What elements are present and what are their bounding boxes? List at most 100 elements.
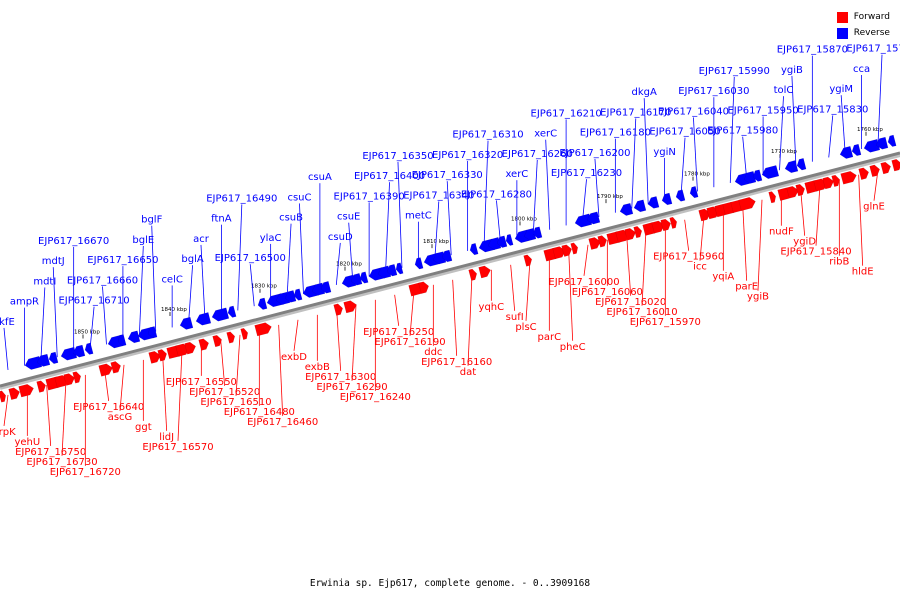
forward-gene-label: EJP617_16010 [606,307,677,318]
reverse-gene-label: mdtI [33,276,56,287]
reverse-label-leader [52,267,58,358]
reverse-gene-label: csuE [337,212,360,223]
reverse-gene-label: celC [161,274,182,285]
forward-gene-label: nudF [769,227,794,238]
forward-gene-arrow-115 [831,174,841,188]
reverse-gene-label: EJP617_16260 [502,149,573,160]
forward-gene-label: dat [460,367,476,378]
forward-gene-arrow-80 [254,322,272,337]
reverse-gene-label: mdtJ [42,256,65,267]
reverse-gene-arrow-40 [523,227,537,241]
reverse-label-leader [299,203,304,294]
reverse-gene-arrow-3 [60,346,78,361]
legend-reverse: Reverse [836,25,890,41]
reverse-label-leader [138,245,144,336]
reverse-label-leader [3,327,9,370]
reverse-gene-label: EJP617_15760 [846,44,900,55]
reverse-gene-label: EJP617_15980 [707,126,778,137]
forward-label-leader [235,334,241,396]
forward-label-leader [61,379,67,456]
forward-gene-arrow-85 [468,268,478,281]
reverse-gene-arrow-28 [386,263,398,277]
reverse-gene-label: EJP617_16330 [412,170,483,181]
reverse-gene-arrow-57 [851,143,862,157]
forward-gene-label: glnE [863,202,885,213]
reverse-label-leader [582,179,587,222]
reverse-gene-arrow-10 [147,326,158,339]
reverse-gene-arrow-58 [863,138,881,153]
reverse-gene-arrow-52 [752,169,763,182]
reverse-label-leader [840,95,846,154]
reverse-gene-label: EJP617_16390 [334,191,405,202]
reverse-gene-arrow-2 [48,351,59,364]
reverse-gene-arrow-30 [414,257,424,270]
reverse-gene-label: EJP617_16490 [206,193,277,204]
scale-tick-label: 1780 kbp [684,172,710,178]
legend: Forward Reverse [836,9,890,41]
reverse-gene-label: csuB [279,213,303,224]
forward-gene-arrow-70 [110,361,121,374]
forward-label-leader [336,309,342,371]
forward-label-leader [467,274,473,366]
forward-gene-label: EJP617_16060 [572,287,643,298]
forward-gene-label: yqhC [479,302,505,313]
forward-gene-arrow-111 [795,183,805,197]
forward-gene-label: ggt [135,422,152,433]
forward-gene-label: EJP617_16550 [166,377,237,388]
reverse-label-leader [532,159,538,234]
reverse-gene-label: xerC [505,169,528,180]
reverse-gene-arrow-42 [574,213,593,228]
reverse-gene-label: csuC [287,192,311,203]
reverse-gene-label: bglF [141,215,162,226]
forward-label-leader [162,354,168,431]
forward-gene-arrow-76 [198,338,210,351]
forward-label-leader [409,289,415,336]
reverse-label-leader [286,223,292,298]
reverse-gene-label: ftnA [211,214,232,225]
forward-gene-label: yehU [14,437,40,448]
reverse-gene-label: EJP617_16040 [658,106,729,117]
reverse-gene-arrow-11 [179,316,194,330]
reverse-gene-label: ampR [10,297,39,308]
forward-label-leader [510,264,516,311]
forward-label-leader [815,184,821,246]
forward-label-leader [858,174,864,266]
forward-gene-label: hldE [852,267,874,278]
reverse-label-leader [631,118,637,209]
forward-gene-label: ddc [424,347,442,358]
reverse-gene-label: EJP617_16210 [531,108,602,119]
reverse-gene-arrow-37 [496,235,508,248]
forward-gene-label: EJP617_16750 [15,447,86,458]
reverse-gene-label: bglE [132,235,154,246]
reverse-gene-label: EJP617_15990 [699,66,770,77]
scale-tick-label: 1770 kbp [771,149,797,155]
reverse-label-leader [40,287,46,362]
reverse-gene-label: dkgA [632,87,657,98]
forward-label-leader [800,189,806,236]
reverse-gene-label: EJP617_16310 [452,130,523,141]
reverse-gene-label: EJP617_15950 [727,105,798,116]
forward-gene-arrow-78 [226,331,236,344]
reverse-label-leader [828,115,834,158]
reverse-label-leader [237,204,243,311]
forward-gene-arrow-61 [0,390,7,403]
forward-gene-arrow-107 [738,197,756,212]
forward-label-leader [119,364,125,411]
forward-gene-arrow-71 [148,351,161,364]
reverse-gene-label: EJP617_15830 [797,104,868,115]
forward-gene-label: ygiD [793,237,816,248]
reverse-gene-label: EJP617_16400 [354,171,425,182]
forward-gene-arrow-110 [786,185,799,199]
scale-tick-label: 1850 kbp [74,330,100,336]
genome-caption: Erwinia sp. Ejp617, complete genome. - 0… [309,578,591,589]
reverse-gene-label: EJP617_16500 [215,253,286,264]
forward-gene-arrow-93 [597,235,607,248]
forward-gene-label: exbB [305,362,330,373]
forward-gene-arrow-92 [588,237,601,250]
forward-gene-arrow-108 [768,191,777,204]
reverse-gene-label: ygiM [829,84,853,95]
reverse-gene-label: EJP617_16180 [580,128,651,139]
forward-gene-label: EJP617_15960 [653,252,724,263]
reverse-gene-arrow-46 [647,196,660,209]
forward-gene-label: yqiA [712,272,734,283]
